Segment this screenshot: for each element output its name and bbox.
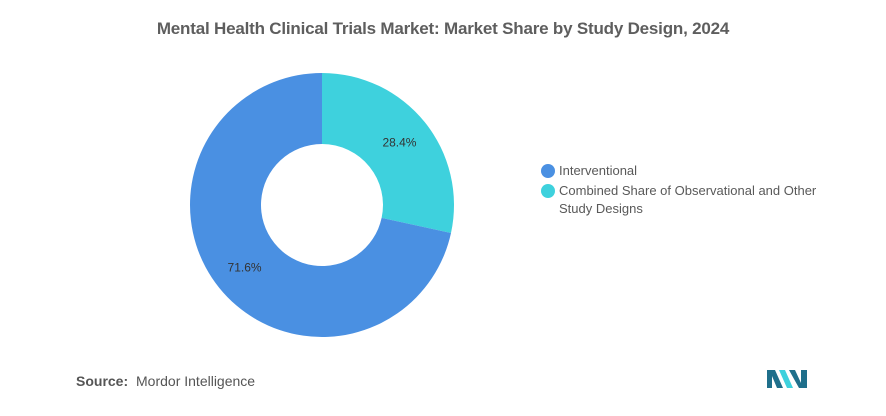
mordor-intelligence-logo-icon — [767, 370, 807, 388]
slice-combined — [322, 73, 454, 233]
logo-shape-left — [767, 370, 783, 388]
source-line: Source: Mordor Intelligence — [76, 373, 255, 389]
legend-item: Interventional — [541, 162, 861, 180]
slice-interventional — [190, 73, 451, 337]
data-label: 71.6% — [228, 260, 262, 274]
legend-swatch — [541, 164, 555, 178]
chart-title: Mental Health Clinical Trials Market: Ma… — [156, 19, 730, 38]
logo-shape-middle — [779, 370, 793, 388]
chart-legend: Interventional Combined Share of Observat… — [541, 162, 861, 220]
data-labels: 28.4% 71.6% — [228, 136, 417, 275]
legend-swatch — [541, 184, 555, 198]
donut-slices — [190, 73, 454, 337]
source-label: Source: — [76, 373, 129, 389]
legend-label: Interventional — [559, 163, 638, 178]
data-label: 28.4% — [382, 136, 416, 150]
source-text: Mordor Intelligence — [136, 373, 256, 389]
logo-shape-right — [789, 370, 807, 388]
legend-label: Combined Share of Observational and Othe… — [559, 183, 817, 216]
legend-item: Combined Share of Observational and Othe… — [541, 182, 861, 218]
